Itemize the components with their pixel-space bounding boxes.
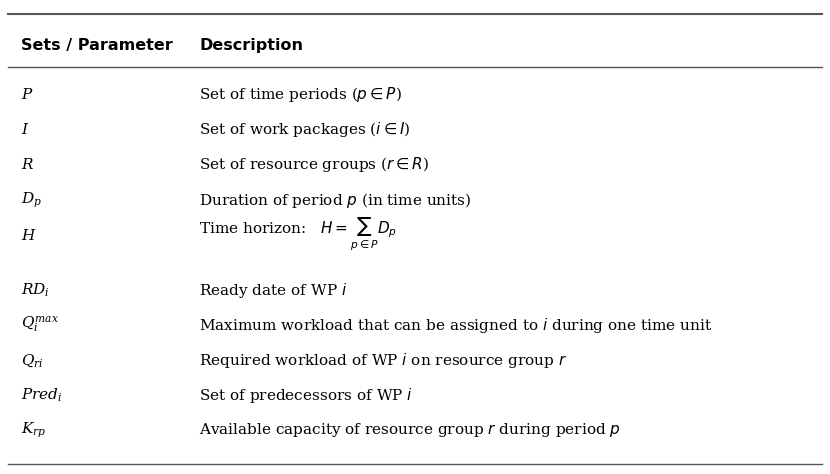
Text: Time horizon:   $H = \sum_{p\in P}D_p$: Time horizon: $H = \sum_{p\in P}D_p$ — [199, 217, 398, 253]
Text: Duration of period $p$ (in time units): Duration of period $p$ (in time units) — [199, 191, 471, 210]
Text: Description: Description — [199, 37, 303, 53]
Text: $P$: $P$ — [21, 87, 33, 102]
Text: $I$: $I$ — [21, 122, 29, 137]
Text: $R$: $R$ — [21, 157, 34, 173]
Text: Maximum workload that can be assigned to $i$ during one time unit: Maximum workload that can be assigned to… — [199, 316, 712, 335]
Text: Ready date of WP $i$: Ready date of WP $i$ — [199, 281, 348, 300]
Text: Required workload of WP $i$ on resource group $r$: Required workload of WP $i$ on resource … — [199, 351, 568, 370]
Text: $RD_i$: $RD_i$ — [21, 282, 50, 299]
Text: $Q_i^{max}$: $Q_i^{max}$ — [21, 315, 59, 335]
Text: Set of work packages ($i \in I$): Set of work packages ($i \in I$) — [199, 120, 411, 139]
Text: Available capacity of resource group $r$ during period $p$: Available capacity of resource group $r$… — [199, 421, 621, 439]
Text: Set of resource groups ($r \in R$): Set of resource groups ($r \in R$) — [199, 155, 429, 174]
Text: $H$: $H$ — [21, 228, 37, 243]
Text: Sets / Parameter: Sets / Parameter — [21, 37, 173, 53]
Text: $Pred_i$: $Pred_i$ — [21, 387, 62, 404]
Text: Set of time periods ($p \in P$): Set of time periods ($p \in P$) — [199, 85, 402, 104]
Text: Set of predecessors of WP $i$: Set of predecessors of WP $i$ — [199, 386, 413, 405]
Text: $Q_{ri}$: $Q_{ri}$ — [21, 352, 43, 369]
Text: $D_p$: $D_p$ — [21, 191, 42, 210]
Text: $K_{rp}$: $K_{rp}$ — [21, 421, 46, 440]
